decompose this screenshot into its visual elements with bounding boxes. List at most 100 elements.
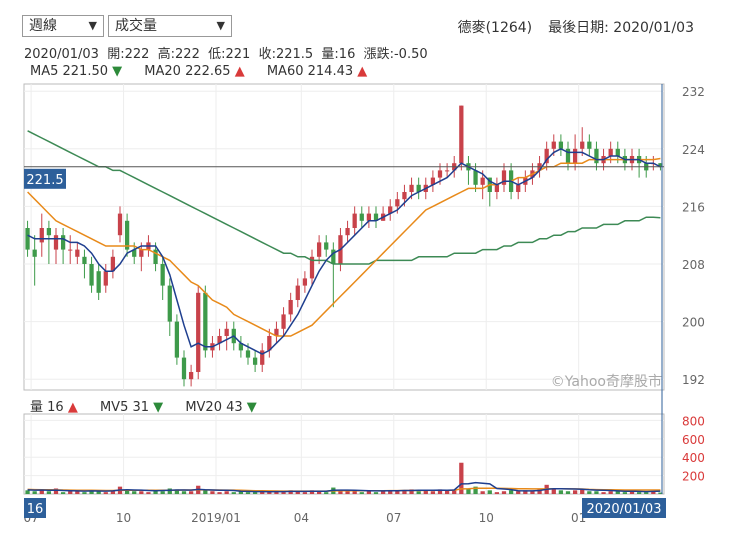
volume-bar	[217, 492, 222, 494]
x-tick-label: 07	[386, 511, 401, 525]
volume-bar	[167, 488, 172, 494]
volume-bar	[658, 492, 663, 494]
mv20-legend-item: MV20 43 ▼	[185, 400, 256, 415]
volume-bar	[132, 491, 137, 494]
candle-body	[551, 141, 556, 149]
candle-body	[615, 148, 620, 156]
candle-body	[572, 148, 578, 164]
mv5-legend-item: MV5 31 ▼	[100, 400, 163, 415]
volume-bar	[25, 490, 30, 494]
volume-bar	[587, 491, 592, 494]
mv20-label: MV20 43	[185, 400, 243, 415]
candle-body	[416, 184, 421, 192]
candle-body	[46, 228, 52, 236]
volume-bar	[345, 491, 350, 494]
candle-body	[160, 264, 165, 286]
candle-body	[53, 235, 59, 250]
price-tick-label: 208	[682, 258, 705, 272]
volume-bar	[416, 491, 421, 494]
stock-name: 德麥(1264)	[457, 20, 533, 36]
volume-bar	[302, 492, 308, 494]
candle-body	[139, 249, 144, 257]
period-select[interactable]: 週線 ▼	[22, 15, 104, 37]
ma20-label: MA20 222.65	[144, 64, 231, 79]
volume-legend: 量 16 ▲ MV5 31 ▼ MV20 43 ▼	[30, 396, 275, 415]
candle-body	[309, 256, 315, 279]
volume-bar	[146, 492, 151, 494]
volume-bar	[615, 490, 620, 494]
candle-body	[188, 372, 194, 380]
volume-bar	[210, 491, 215, 494]
candle-body	[473, 170, 478, 185]
volume-label: 量 16	[30, 400, 64, 415]
candle-body	[366, 213, 372, 221]
volume-bar	[380, 491, 386, 494]
volume-bar	[530, 491, 535, 494]
candle-body	[288, 300, 293, 315]
date-badge	[582, 498, 666, 518]
volume-bar	[636, 492, 642, 494]
volume-bar	[402, 490, 407, 494]
candle-body	[260, 350, 265, 365]
chevron-down-icon: ▼	[88, 19, 97, 32]
volume-bar	[281, 492, 286, 494]
price-badge	[24, 168, 66, 189]
volume-bar	[188, 491, 194, 494]
x-tick-label: 10	[479, 511, 494, 525]
volume-bar	[487, 490, 492, 494]
volume-bar	[430, 491, 436, 494]
volume-bar	[316, 491, 322, 494]
candle-body	[544, 148, 549, 164]
volume-bar	[338, 490, 343, 494]
candle-body	[587, 141, 592, 149]
volume-bar	[89, 490, 94, 494]
volume-bar	[629, 491, 635, 494]
volume-bar	[501, 491, 507, 494]
ma20-line	[27, 157, 661, 337]
volume-bar	[651, 491, 656, 494]
volume-tick-label: 400	[682, 451, 705, 465]
watermark: ©Yahoo奇摩股市	[551, 373, 662, 390]
candle-body	[25, 228, 30, 250]
volume-arrow-icon: ▲	[67, 400, 78, 415]
candle-body	[153, 249, 158, 264]
volume-bar	[260, 491, 265, 494]
volume-bar	[181, 491, 187, 494]
volume-bar	[309, 490, 315, 494]
x-tick-label: 04	[294, 511, 309, 525]
volume-tick-label: 800	[682, 414, 705, 428]
candle-body	[388, 206, 393, 214]
volume-bar	[32, 491, 37, 494]
x-tick-label: 10	[116, 511, 131, 525]
volume-bar	[516, 491, 521, 494]
volume-bar	[508, 490, 514, 494]
volume-bar	[110, 491, 116, 494]
volume-bar	[174, 489, 180, 494]
volume-bar	[523, 490, 528, 494]
candle-body	[409, 184, 414, 192]
volume-bar	[622, 492, 628, 494]
volume-tick-label: 600	[682, 433, 705, 447]
candle-body	[245, 350, 251, 358]
candle-body	[402, 192, 407, 200]
volume-bar	[388, 490, 393, 494]
volume-bar	[103, 492, 108, 494]
ma5-arrow-icon: ▼	[112, 64, 123, 79]
volume-bar	[644, 492, 649, 494]
indicator-select[interactable]: 成交量 ▼	[108, 15, 232, 37]
volume-bar	[238, 491, 244, 494]
volume-bar	[558, 490, 564, 494]
ohlc-summary: 2020/01/03 開:222 高:222 低:221 收:221.5 量:1…	[24, 47, 428, 62]
candle-body	[89, 264, 94, 286]
candle-body	[352, 213, 357, 228]
volume-badge-label: 16	[27, 502, 44, 517]
x-tick-label: 2019/01	[191, 511, 241, 525]
volume-bar	[601, 492, 606, 494]
volume-bar	[96, 491, 101, 494]
candle-body	[252, 357, 258, 365]
volume-bar	[480, 491, 485, 494]
volume-bar	[68, 491, 73, 494]
volume-bar	[437, 489, 443, 494]
ma5-line	[27, 147, 661, 355]
